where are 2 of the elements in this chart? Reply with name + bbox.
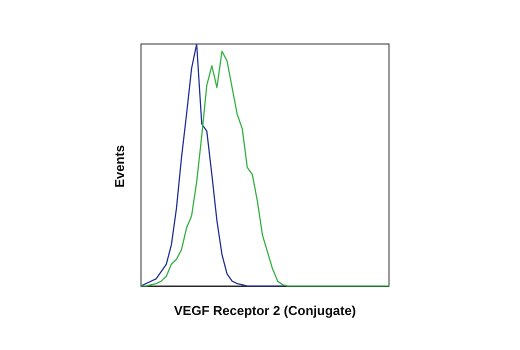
x-axis-title: VEGF Receptor 2 (Conjugate) (174, 303, 356, 318)
y-axis-title: Events (112, 144, 127, 188)
